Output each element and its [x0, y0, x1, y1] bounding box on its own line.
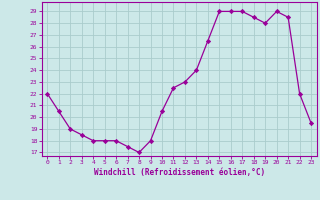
X-axis label: Windchill (Refroidissement éolien,°C): Windchill (Refroidissement éolien,°C)	[94, 168, 265, 177]
